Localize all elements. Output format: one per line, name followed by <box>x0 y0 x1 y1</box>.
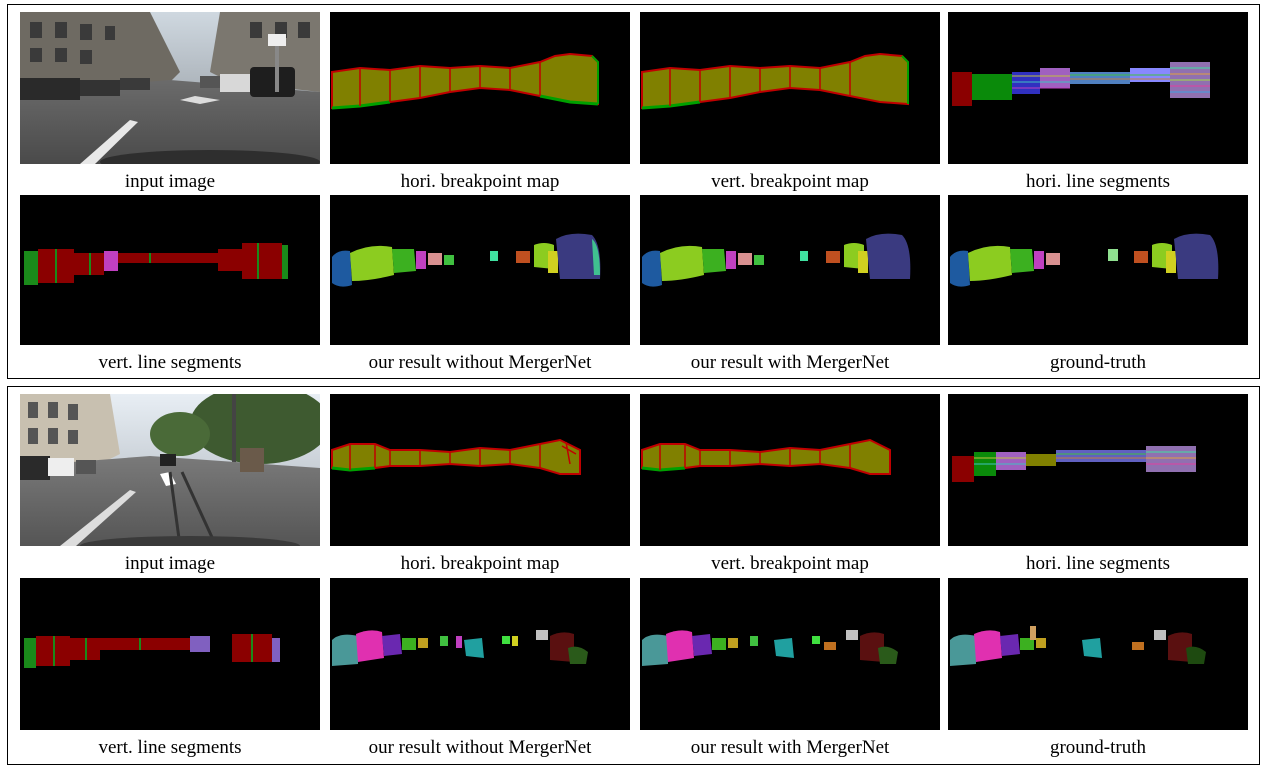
breakpoint-map-image <box>641 438 891 475</box>
street-photo-panel <box>20 394 320 546</box>
line-segments-panel <box>20 578 320 730</box>
figure-block-1: input image hori. breakpoint map vert. b… <box>7 4 1260 379</box>
segmentation-image <box>332 630 588 666</box>
caption-vert-line-segments: vert. line segments <box>98 737 242 758</box>
caption-result-with-mergernet: our result with MergerNet <box>690 352 890 373</box>
street-photo-image <box>20 12 320 164</box>
caption-input-image: input image <box>124 553 216 574</box>
caption-result-without-mergernet: our result without MergerNet <box>368 737 592 758</box>
street-photo-panel <box>20 12 320 164</box>
caption-vert-line-segments: vert. line segments <box>98 352 242 373</box>
line-segments-panel <box>948 12 1248 164</box>
segmentation-image <box>332 233 601 287</box>
caption-vert-breakpoint-map: vert. breakpoint map <box>711 553 869 574</box>
caption-result-with-mergernet: our result with MergerNet <box>690 737 890 758</box>
segmentation-image <box>950 233 1219 287</box>
breakpoint-map-image <box>641 52 909 110</box>
figure-block-2: input image hori. breakpoint map vert. b… <box>7 386 1260 765</box>
breakpoint-map-panel <box>330 394 630 546</box>
caption-ground-truth: ground-truth <box>1049 352 1147 373</box>
segmentation-panel <box>948 578 1248 730</box>
caption-hori-line-segments: hori. line segments <box>1025 553 1171 574</box>
line-segments-panel <box>20 195 320 345</box>
caption-ground-truth: ground-truth <box>1049 737 1147 758</box>
segmentation-image <box>642 630 898 666</box>
breakpoint-map-image <box>331 52 599 110</box>
line-segments-image <box>952 446 1196 482</box>
caption-result-without-mergernet: our result without MergerNet <box>368 352 592 373</box>
caption-hori-breakpoint-map: hori. breakpoint map <box>400 171 560 192</box>
breakpoint-map-image <box>331 438 581 475</box>
street-photo-image <box>20 394 320 546</box>
breakpoint-map-panel <box>640 394 940 546</box>
segmentation-panel <box>330 195 630 345</box>
segmentation-image <box>950 626 1206 666</box>
caption-hori-breakpoint-map: hori. breakpoint map <box>400 553 560 574</box>
line-segments-image <box>24 634 280 668</box>
line-segments-panel <box>948 394 1248 546</box>
segmentation-panel <box>330 578 630 730</box>
segmentation-image <box>642 233 911 287</box>
segmentation-panel <box>948 195 1248 345</box>
breakpoint-map-panel <box>330 12 630 164</box>
segmentation-panel <box>640 578 940 730</box>
caption-hori-line-segments: hori. line segments <box>1025 171 1171 192</box>
breakpoint-map-panel <box>640 12 940 164</box>
line-segments-image <box>952 62 1210 106</box>
segmentation-panel <box>640 195 940 345</box>
line-segments-image <box>24 243 288 285</box>
caption-input-image: input image <box>124 171 216 192</box>
caption-vert-breakpoint-map: vert. breakpoint map <box>711 171 869 192</box>
